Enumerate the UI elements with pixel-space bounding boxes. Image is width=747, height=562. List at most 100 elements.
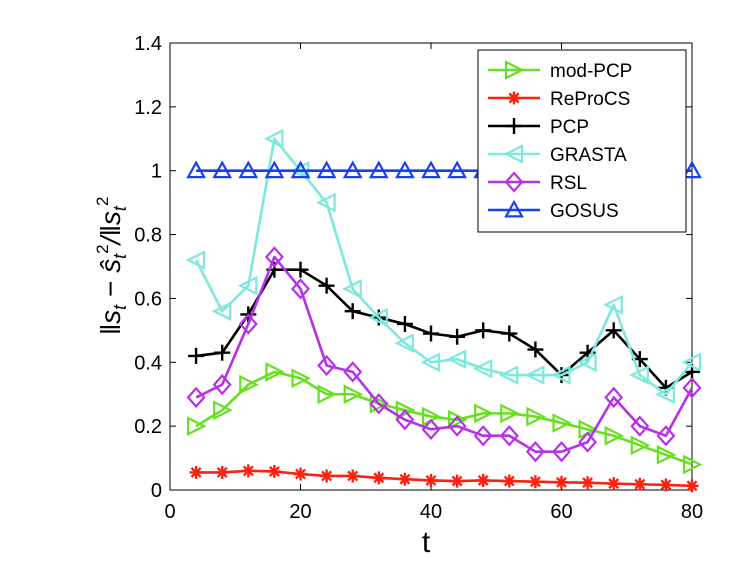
data-point-mod-pcp <box>526 406 546 427</box>
data-point-rsl <box>317 354 337 377</box>
y-tick-label: 0.8 <box>134 225 162 247</box>
x-tick-label: 40 <box>420 501 442 523</box>
y-axis-label: ‖st − ŝt2/‖st2 <box>93 197 130 336</box>
y-label-hat-sub: t <box>110 253 130 259</box>
data-point-mod-pcp <box>630 435 651 456</box>
legend-item-mod-pcp: mod-PCP <box>488 60 632 82</box>
data-point-pcp <box>344 303 361 320</box>
data-point-grasta <box>472 358 493 379</box>
data-point-rsl <box>369 393 389 415</box>
legend-label: ReProCS <box>550 89 630 110</box>
data-point-reprocs <box>346 469 360 483</box>
data-point-reprocs <box>581 476 595 490</box>
y-tick-label: 1 <box>151 161 162 183</box>
data-point-pcp <box>188 347 205 364</box>
legend-marker-reprocs <box>507 91 521 105</box>
data-point-pcp <box>318 277 335 294</box>
x-tick-label: 60 <box>550 501 572 523</box>
data-point-reprocs <box>320 469 334 483</box>
y-label-sq: 2 <box>93 244 112 253</box>
data-point-grasta <box>655 384 676 404</box>
legend-marker-grasta <box>503 144 524 164</box>
data-point-gosus <box>238 160 259 179</box>
data-point-rsl <box>604 386 624 409</box>
data-point-reprocs <box>555 475 568 489</box>
data-point-reprocs <box>633 477 647 491</box>
data-point-pcp <box>449 328 466 345</box>
data-point-gosus <box>395 160 415 179</box>
legend-label: RSL <box>550 173 587 194</box>
series-grasta <box>185 129 702 404</box>
y-label-sq2: 2 <box>93 197 112 206</box>
legend-label: PCP <box>550 117 589 138</box>
data-point-reprocs <box>294 467 307 481</box>
data-point-grasta <box>524 365 545 385</box>
legend-marker-rsl <box>504 171 524 193</box>
data-point-rsl <box>343 361 363 383</box>
data-point-reprocs <box>267 464 281 478</box>
data-point-reprocs <box>476 473 490 487</box>
data-point-reprocs <box>189 465 203 479</box>
data-point-pcp <box>214 344 231 361</box>
data-point-reprocs <box>502 474 516 488</box>
data-point-grasta <box>629 365 649 385</box>
data-point-rsl <box>682 377 702 399</box>
series-pcp <box>188 261 700 396</box>
data-point-gosus <box>264 160 285 179</box>
data-point-rsl <box>578 431 598 453</box>
data-point-gosus <box>290 160 311 179</box>
data-point-grasta <box>316 192 336 213</box>
data-point-gosus <box>316 160 337 179</box>
data-point-gosus <box>212 160 233 179</box>
data-point-reprocs <box>450 474 464 488</box>
data-point-reprocs <box>398 472 412 486</box>
y-label-hat: ŝ <box>95 259 126 273</box>
legend-item-rsl: RSL <box>488 171 587 194</box>
data-point-rsl <box>291 278 310 300</box>
data-point-mod-pcp <box>395 400 416 420</box>
data-point-rsl <box>421 418 441 440</box>
data-point-rsl <box>525 441 545 463</box>
y-label-num: ‖s <box>95 310 126 336</box>
data-point-pcp <box>527 341 544 358</box>
y-label-slash: /‖s <box>95 211 126 246</box>
x-axis-label: t <box>422 526 431 559</box>
data-point-grasta <box>211 301 232 321</box>
data-point-grasta <box>551 365 571 385</box>
data-point-rsl <box>395 409 415 431</box>
data-point-pcp <box>292 261 309 278</box>
data-point-gosus <box>342 160 363 179</box>
series-rsl <box>186 246 702 463</box>
x-axis-ticks: 0 20 40 60 80 <box>164 43 703 523</box>
data-point-mod-pcp <box>343 384 364 404</box>
data-point-mod-pcp <box>682 454 703 475</box>
data-point-pcp <box>605 322 622 339</box>
data-point-reprocs <box>424 473 438 487</box>
y-tick-label: 0.2 <box>134 416 162 438</box>
svg-text:‖st − ŝt2/‖st2: ‖st − ŝt2/‖st2 <box>93 197 130 336</box>
data-point-gosus <box>368 160 389 179</box>
data-point-mod-pcp <box>656 445 677 465</box>
data-point-rsl <box>473 425 493 447</box>
y-tick-label: 0 <box>151 480 162 502</box>
data-point-gosus <box>421 160 441 179</box>
legend-item-pcp: PCP <box>488 117 589 138</box>
data-point-pcp <box>396 315 413 332</box>
data-point-mod-pcp <box>500 403 520 424</box>
data-point-grasta <box>368 307 388 328</box>
data-point-grasta <box>681 352 702 373</box>
data-point-grasta <box>498 365 519 385</box>
data-point-reprocs <box>215 465 229 479</box>
data-point-mod-pcp <box>317 384 338 404</box>
data-point-mod-pcp <box>213 400 233 420</box>
x-tick-label: 20 <box>289 501 311 523</box>
data-point-grasta <box>185 250 206 270</box>
data-point-pcp <box>423 325 439 342</box>
series-mod-pcp <box>187 362 703 475</box>
data-point-gosus <box>447 160 467 179</box>
data-point-rsl <box>238 313 258 335</box>
data-point-rsl <box>264 246 284 268</box>
data-point-reprocs <box>659 478 673 492</box>
data-point-mod-pcp <box>187 416 207 436</box>
data-point-reprocs <box>528 475 542 489</box>
